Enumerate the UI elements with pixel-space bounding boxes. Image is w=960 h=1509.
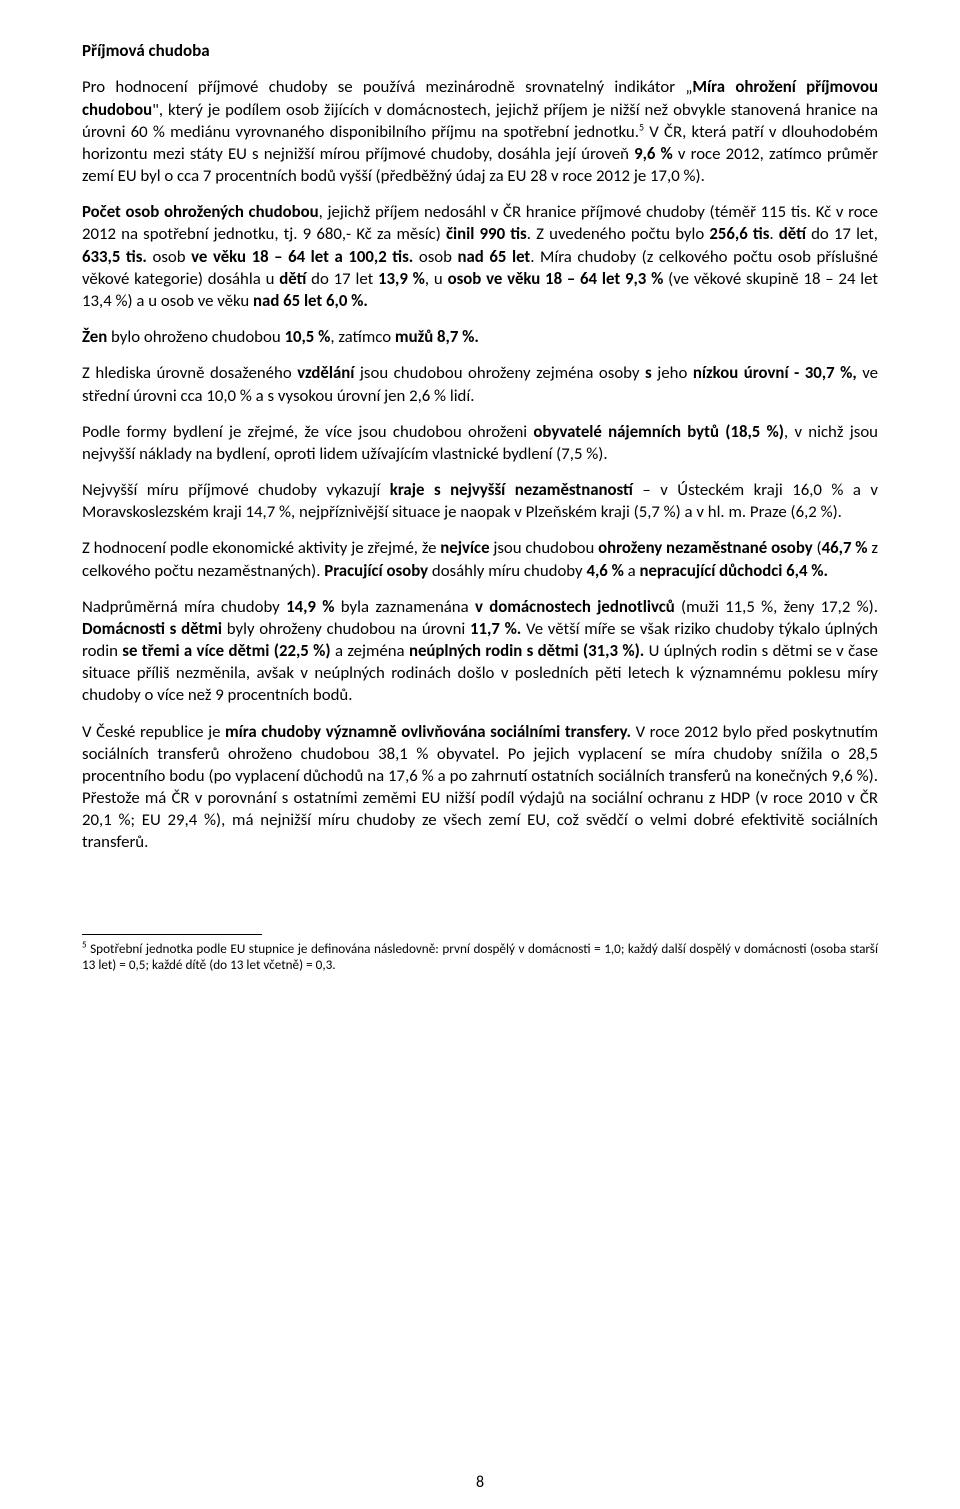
footnote-separator <box>82 934 262 935</box>
text: jeho <box>652 362 693 383</box>
footnote: 5 Spotřební jednotka podle EU stupnice j… <box>82 941 878 975</box>
text-bold: s <box>645 362 652 383</box>
paragraph-6: Nejvyšší míru příjmové chudoby vykazují … <box>82 479 878 523</box>
text: a <box>624 560 640 581</box>
text: Nadprůměrná míra chudoby <box>82 596 286 617</box>
text: jsou chudobou ohroženy zejména osoby <box>354 362 645 383</box>
text-bold: mužů 8,7 %. <box>395 326 479 347</box>
text: dosáhly míru chudoby <box>428 560 586 581</box>
text-bold: v domácnostech jednotlivců <box>475 596 675 617</box>
paragraph-2: Počet osob ohrožených chudobou, jejichž … <box>82 201 878 312</box>
text: ( <box>813 537 822 558</box>
text-bold: neúplných rodin s dětmi (31,3 %). <box>409 640 644 661</box>
text: do 17 let, <box>806 223 878 244</box>
text: Z hodnocení podle ekonomické aktivity je… <box>82 537 440 558</box>
text-bold: 11,7 %. <box>470 618 521 639</box>
text-bold: ohroženy nezaměstnané osoby <box>598 537 813 558</box>
text: , u <box>425 268 448 289</box>
text: . <box>769 223 778 244</box>
text: bylo ohroženo chudobou <box>107 326 284 347</box>
footnote-text: Spotřební jednotka podle EU stupnice je … <box>82 940 878 974</box>
text: V České republice je <box>82 721 225 742</box>
text-bold: činil <box>446 223 474 244</box>
text: " <box>152 99 159 120</box>
text-bold: Domácnosti s dětmi <box>82 618 222 639</box>
text: jsou chudobou <box>490 537 599 558</box>
text-bold: míra chudoby významně ovlivňována sociál… <box>225 721 631 742</box>
paragraph-8: Nadprůměrná míra chudoby 14,9 % byla zaz… <box>82 596 878 707</box>
text-bold: nepracující důchodci 6,4 %. <box>639 560 828 581</box>
text-bold: Počet osob ohrožených chudobou <box>82 201 319 222</box>
page-number: 8 <box>0 1472 960 1493</box>
text-bold: 4,6 % <box>586 560 623 581</box>
text-bold: osob ve věku 18 – 64 let 9,3 % <box>448 268 664 289</box>
paragraph-3: Žen bylo ohroženo chudobou 10,5 %, zatím… <box>82 326 878 348</box>
text: . Z uvedeného počtu bylo <box>527 223 710 244</box>
text-bold: dětí <box>279 268 306 289</box>
paragraph-9: V České republice je míra chudoby význam… <box>82 721 878 854</box>
text-bold: dětí <box>779 223 806 244</box>
text-bold: Pracující osoby <box>324 560 428 581</box>
section-title: Příjmová chudoba <box>82 40 878 62</box>
text-bold: nejvíce <box>440 537 489 558</box>
text-bold: 9,6 % <box>634 143 673 164</box>
text: Nejvyšší míru příjmové chudoby vykazují <box>82 479 390 500</box>
text-bold: 256,6 tis <box>709 223 769 244</box>
text: (muži 11,5 %, ženy 17,2 %). <box>675 596 878 617</box>
text: do 17 let <box>306 268 378 289</box>
text-bold: se třemi a více dětmi (22,5 %) <box>122 640 330 661</box>
text-bold: obyvatelé nájemních bytů (18,5 %) <box>533 421 784 442</box>
text: Pro hodnocení příjmové chudoby se použív… <box>82 76 692 97</box>
text: Podle formy bydlení je zřejmé, že více j… <box>82 421 533 442</box>
text-bold: nad 65 let <box>458 246 531 267</box>
text: a zejména <box>331 640 409 661</box>
text-bold: 10,5 % <box>284 326 330 347</box>
text-bold: nad 65 let 6,0 %. <box>253 290 368 311</box>
paragraph-5: Podle formy bydlení je zřejmé, že více j… <box>82 421 878 465</box>
text: , zatímco <box>330 326 395 347</box>
text-bold: 46,7 % <box>822 537 868 558</box>
text: byly ohroženy chudobou na úrovni <box>222 618 470 639</box>
text-bold: 633,5 tis. <box>82 246 147 267</box>
text: Z hlediska úrovně dosaženého <box>82 362 297 383</box>
paragraph-7: Z hodnocení podle ekonomické aktivity je… <box>82 537 878 581</box>
text-bold: Žen <box>82 326 107 347</box>
text-bold: kraje s nejvyšší nezaměstnaností <box>390 479 633 500</box>
text-bold: 13,9 % <box>378 268 425 289</box>
text: osob <box>147 246 191 267</box>
text: osob <box>413 246 457 267</box>
paragraph-4: Z hlediska úrovně dosaženého vzdělání js… <box>82 362 878 406</box>
footnote-ref: 5 <box>639 120 644 133</box>
text-bold: nízkou úrovní - 30,7 %, <box>693 362 857 383</box>
paragraph-1: Pro hodnocení příjmové chudoby se použív… <box>82 76 878 187</box>
text-bold: 990 tis <box>474 223 526 244</box>
text-bold: vzdělání <box>297 362 354 383</box>
text-bold: ve věku 18 – 64 let a 100,2 tis. <box>191 246 413 267</box>
text: byla zaznamenána <box>334 596 474 617</box>
text-bold: 14,9 % <box>286 596 334 617</box>
document-page: Příjmová chudoba Pro hodnocení příjmové … <box>0 0 960 1509</box>
